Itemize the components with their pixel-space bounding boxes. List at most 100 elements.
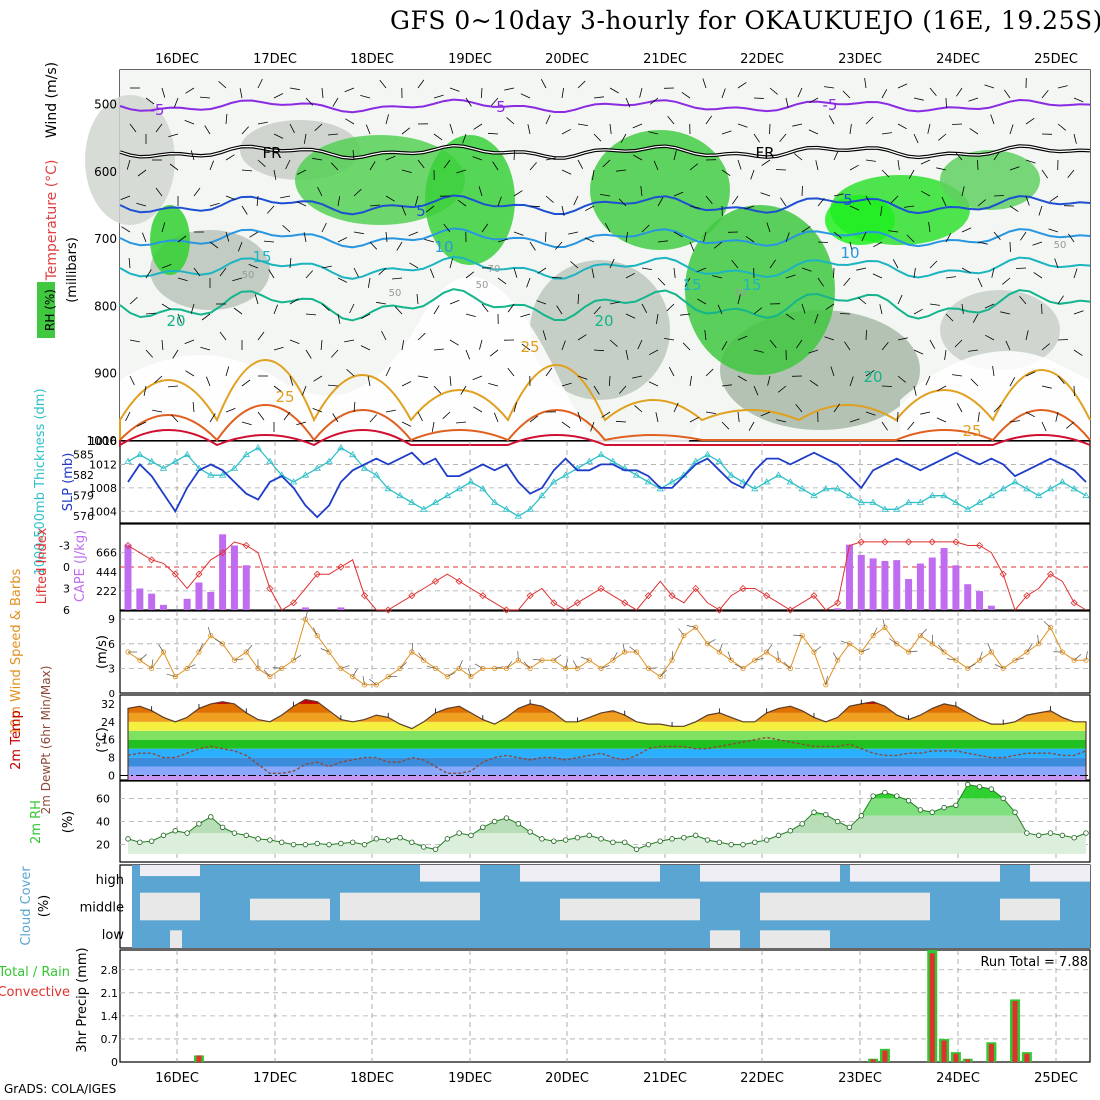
cloud-low-gap <box>710 930 740 948</box>
wind10-barb <box>861 648 870 653</box>
wind10-marker <box>681 632 687 639</box>
temp-bands <box>128 699 1086 780</box>
wind-barb <box>936 417 947 423</box>
wind10-marker <box>350 673 356 680</box>
wind10-barb <box>1026 644 1033 653</box>
wind-barb <box>992 366 995 377</box>
wind-barb <box>985 334 995 341</box>
wind10-barb <box>622 643 626 653</box>
ylabel-rh2m-units: (%) <box>61 811 76 834</box>
wind10-marker <box>846 641 853 647</box>
wind-barb <box>673 150 677 161</box>
thickness-marker <box>762 478 771 485</box>
wind10-marker <box>693 624 699 631</box>
wind-barb <box>952 374 963 377</box>
wind10-barb <box>139 654 147 661</box>
wind-barb <box>1009 377 1016 387</box>
wind-barb <box>680 313 691 316</box>
wind-barb <box>808 349 819 354</box>
lifted-marker <box>834 599 842 607</box>
wind-barb <box>249 231 259 238</box>
wind-barb <box>280 195 291 199</box>
cape-bar <box>207 591 215 610</box>
wind-barb <box>625 313 636 319</box>
wind10-barb <box>523 661 531 669</box>
thickness-marker <box>739 478 747 485</box>
contour-label: 5 <box>416 202 426 220</box>
wind-barb <box>385 155 396 161</box>
rh-marker <box>657 838 663 844</box>
lifted-marker <box>219 549 227 557</box>
thickness-marker <box>490 498 499 505</box>
wind-barb <box>332 413 339 423</box>
wind-barb <box>193 187 201 197</box>
wind-barb <box>584 237 595 243</box>
wind-barb <box>809 97 819 104</box>
wind-barb <box>1038 205 1043 216</box>
thickness-marker <box>703 450 712 458</box>
wind-barb <box>954 339 963 348</box>
wind-barb <box>456 421 467 424</box>
date-label-top: 18DEC <box>350 52 394 67</box>
thickness-marker <box>301 471 310 478</box>
wind10-marker <box>657 673 663 680</box>
date-label-bottom: 17DEC <box>253 1071 297 1086</box>
ylabel-precip-units: 3hr Precip (mm) <box>75 947 90 1052</box>
thickness-marker <box>857 498 865 505</box>
precip-convective-bar <box>953 1053 959 1062</box>
wind-barb <box>488 383 499 387</box>
cape-bar <box>940 548 948 610</box>
wind-barb <box>529 162 537 171</box>
thickness-marker <box>1058 478 1067 485</box>
contour-label: 20 <box>863 368 882 386</box>
wind-barb <box>897 123 907 130</box>
wind-barb <box>833 231 842 239</box>
wind10-barb <box>920 628 927 636</box>
wind10-barb <box>565 659 568 669</box>
wind-barb <box>273 133 284 139</box>
thickness-marker <box>384 485 392 492</box>
wind10-marker <box>338 665 344 672</box>
precip-convective-bar <box>196 1055 202 1062</box>
wind-barb <box>938 133 947 141</box>
lifted-marker <box>763 592 771 600</box>
wind-barb <box>401 421 412 427</box>
isotherm-10 <box>119 227 1091 249</box>
precip-convective-bar <box>965 1059 971 1062</box>
wind-barb <box>640 186 643 197</box>
wind-barb <box>449 299 460 305</box>
wind-barb <box>590 421 595 432</box>
wind-barb <box>633 154 643 161</box>
wind-barb <box>513 267 518 278</box>
wind-barb <box>561 421 571 429</box>
rh-marker <box>1024 830 1030 836</box>
temp2m-ylabels: 2m Temp 2m DewPt (6hr Min/Max) (°C) <box>9 666 110 815</box>
wind-barb <box>161 264 172 269</box>
rh-marker <box>811 809 817 815</box>
wind-barb <box>369 161 376 171</box>
wind-barb <box>561 340 566 351</box>
thickness-marker <box>550 478 558 485</box>
wind10-barb <box>447 672 456 677</box>
ylabel-lifted: Lifted Index <box>35 527 50 604</box>
wind-barb <box>314 123 323 132</box>
thickness-marker <box>1070 485 1078 492</box>
cape-bar <box>148 593 156 610</box>
wind-barb <box>843 277 851 286</box>
wind10-marker <box>397 665 403 672</box>
thickness-marker <box>313 464 321 471</box>
wind-barb <box>1073 133 1077 144</box>
rh-marker <box>338 840 344 847</box>
thickness-marker <box>881 505 889 512</box>
wind-barb <box>801 226 811 233</box>
contour-label: 15 <box>742 276 761 294</box>
lifted-marker <box>786 606 794 614</box>
rh-marker <box>693 832 699 839</box>
wind-barb <box>780 197 787 207</box>
wind-barb <box>634 405 643 413</box>
wind-barb <box>769 259 777 269</box>
rh-marker <box>704 837 711 843</box>
thickness-marker <box>751 485 759 492</box>
ytick-upper: 500 <box>94 98 117 112</box>
wind-barb <box>424 239 435 243</box>
